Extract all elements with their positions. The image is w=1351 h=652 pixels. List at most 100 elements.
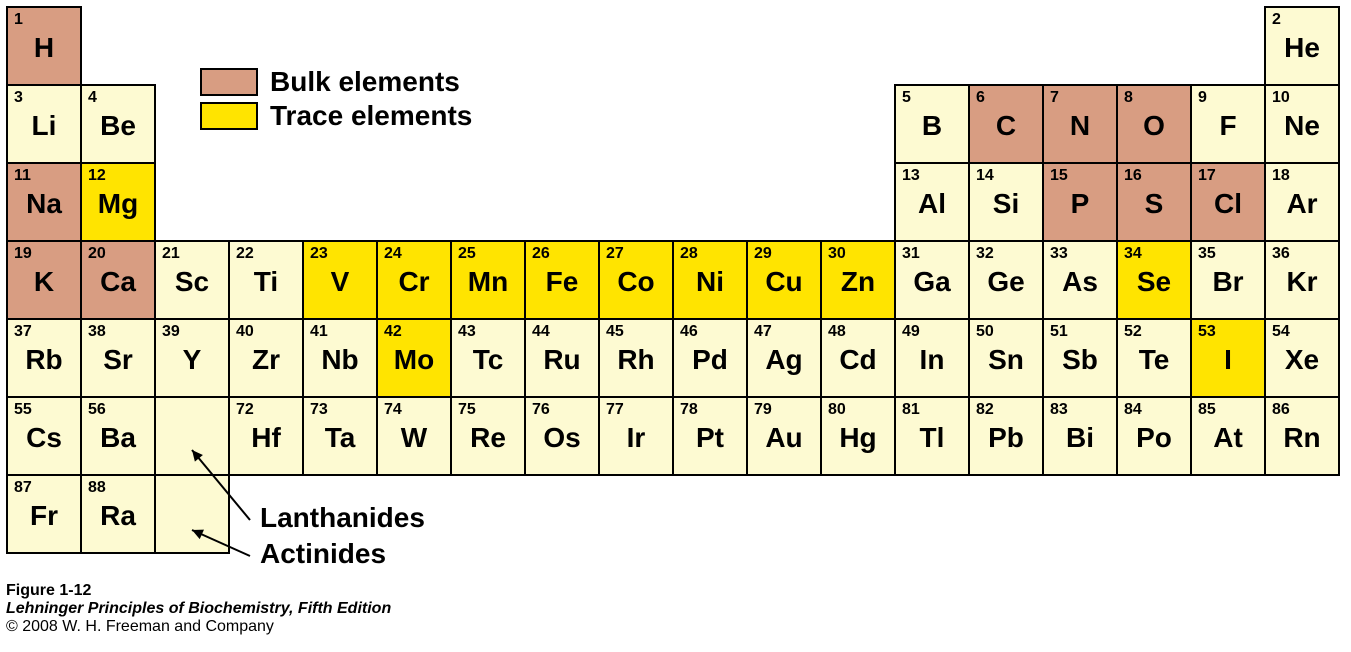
legend-item-bulk: Bulk elements <box>200 66 472 98</box>
atomic-number: 75 <box>458 402 518 418</box>
element-ga: 31Ga <box>894 240 970 320</box>
book-title: Lehninger Principles of Biochemistry, Fi… <box>6 600 391 618</box>
atomic-number: 22 <box>236 246 296 262</box>
element-o: 8O <box>1116 84 1192 164</box>
element-symbol: Mn <box>458 268 518 296</box>
element-rn: 86Rn <box>1264 396 1340 476</box>
legend-label: Bulk elements <box>270 66 460 97</box>
element-symbol: Tl <box>902 424 962 452</box>
element-symbol: H <box>14 34 74 62</box>
atomic-number: 28 <box>680 246 740 262</box>
element-symbol: Be <box>88 112 148 140</box>
element-symbol: F <box>1198 112 1258 140</box>
element-sr: 38Sr <box>80 318 156 398</box>
element-symbol: Tc <box>458 346 518 374</box>
element-rb: 37Rb <box>6 318 82 398</box>
element-placeholder <box>154 396 230 476</box>
element-h: 1H <box>6 6 82 86</box>
element-hg: 80Hg <box>820 396 896 476</box>
atomic-number: 10 <box>1272 90 1332 106</box>
element-cu: 29Cu <box>746 240 822 320</box>
atomic-number: 54 <box>1272 324 1332 340</box>
element-symbol: Cd <box>828 346 888 374</box>
element-mn: 25Mn <box>450 240 526 320</box>
element-symbol: Ar <box>1272 190 1332 218</box>
element-symbol: Zr <box>236 346 296 374</box>
element-te: 52Te <box>1116 318 1192 398</box>
atomic-number: 73 <box>310 402 370 418</box>
element-co: 27 Co <box>598 240 674 320</box>
element-ba: 56Ba <box>80 396 156 476</box>
element-zr: 40Zr <box>228 318 304 398</box>
element-symbol: Re <box>458 424 518 452</box>
atomic-number: 27 <box>606 246 666 262</box>
element-f: 9F <box>1190 84 1266 164</box>
atomic-number: 80 <box>828 402 888 418</box>
element-fr: 87 Fr <box>6 474 82 554</box>
element-ir: 77 Ir <box>598 396 674 476</box>
atomic-number: 17 <box>1198 168 1258 184</box>
atomic-number: 21 <box>162 246 222 262</box>
atomic-number: 81 <box>902 402 962 418</box>
element-symbol: B <box>902 112 962 140</box>
atomic-number: 2 <box>1272 12 1332 28</box>
atomic-number: 47 <box>754 324 814 340</box>
element-pd: 46Pd <box>672 318 748 398</box>
element-symbol: He <box>1272 34 1332 62</box>
legend-swatch <box>200 102 258 130</box>
element-os: 76Os <box>524 396 600 476</box>
atomic-number: 87 <box>14 480 74 496</box>
element-sc: 21 Sc <box>154 240 230 320</box>
element-symbol: Co <box>606 268 666 296</box>
atomic-number: 20 <box>88 246 148 262</box>
element-symbol: Ne <box>1272 112 1332 140</box>
element-symbol: P <box>1050 190 1110 218</box>
atomic-number: 39 <box>162 324 222 340</box>
atomic-number: 9 <box>1198 90 1258 106</box>
element-p: 15P <box>1042 162 1118 242</box>
element-symbol: Nb <box>310 346 370 374</box>
element-re: 75 Re <box>450 396 526 476</box>
element-rh: 45Rh <box>598 318 674 398</box>
element-as: 33As <box>1042 240 1118 320</box>
element-symbol: Ra <box>88 502 148 530</box>
element-i: 53I <box>1190 318 1266 398</box>
element-symbol: Sc <box>162 268 222 296</box>
atomic-number: 35 <box>1198 246 1258 262</box>
atomic-number: 83 <box>1050 402 1110 418</box>
element-si: 14Si <box>968 162 1044 242</box>
atomic-number: 18 <box>1272 168 1332 184</box>
atomic-number: 77 <box>606 402 666 418</box>
element-cs: 55Cs <box>6 396 82 476</box>
atomic-number: 79 <box>754 402 814 418</box>
atomic-number: 49 <box>902 324 962 340</box>
atomic-number: 56 <box>88 402 148 418</box>
atomic-number: 33 <box>1050 246 1110 262</box>
element-ni: 28Ni <box>672 240 748 320</box>
element-ag: 47 Ag <box>746 318 822 398</box>
element-symbol: Br <box>1198 268 1258 296</box>
element-placeholder <box>154 474 230 554</box>
atomic-number: 48 <box>828 324 888 340</box>
atomic-number: 1 <box>14 12 74 28</box>
atomic-number: 42 <box>384 324 444 340</box>
atomic-number: 26 <box>532 246 592 262</box>
element-symbol: Ti <box>236 268 296 296</box>
element-symbol: Ir <box>606 424 666 452</box>
element-ar: 18 Ar <box>1264 162 1340 242</box>
element-ca: 20Ca <box>80 240 156 320</box>
element-symbol: C <box>976 112 1036 140</box>
element-symbol: Fr <box>14 502 74 530</box>
element-symbol: Sb <box>1050 346 1110 374</box>
element-symbol: V <box>310 268 370 296</box>
element-symbol: Ag <box>754 346 814 374</box>
element-symbol: Fe <box>532 268 592 296</box>
element-symbol: Mo <box>384 346 444 374</box>
atomic-number: 7 <box>1050 90 1110 106</box>
atomic-number: 45 <box>606 324 666 340</box>
element-zn: 30Zn <box>820 240 896 320</box>
atomic-number: 51 <box>1050 324 1110 340</box>
element-nb: 41Nb <box>302 318 378 398</box>
element-y: 39Y <box>154 318 230 398</box>
element-mg: 12Mg <box>80 162 156 242</box>
